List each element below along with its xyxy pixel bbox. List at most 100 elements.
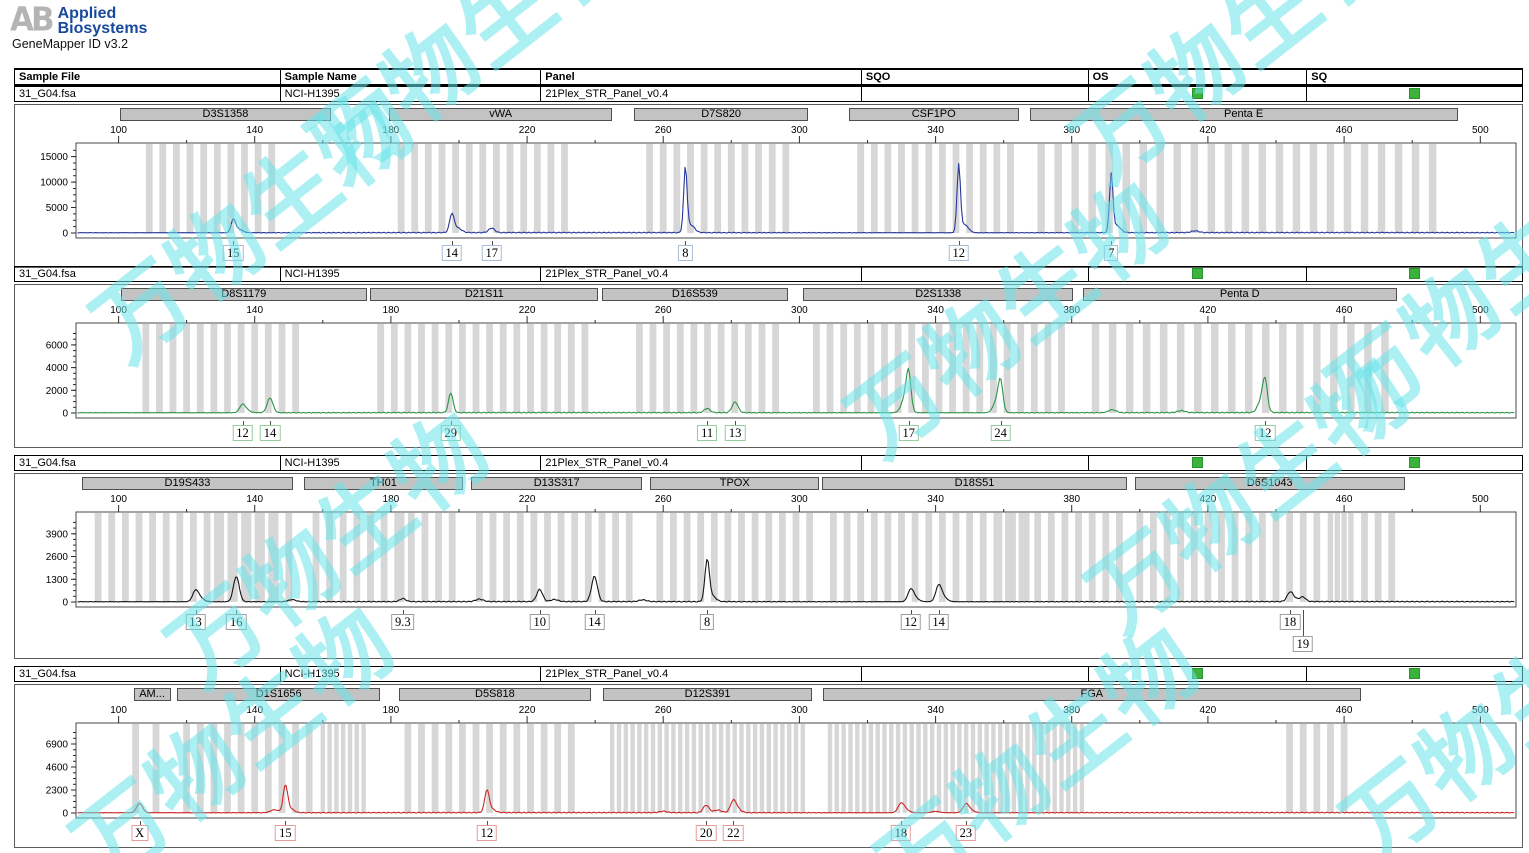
svg-text:100: 100 — [110, 125, 127, 136]
allele-label-20[interactable]: 20 — [695, 825, 717, 841]
allele-label-14[interactable]: 14 — [928, 614, 949, 630]
allele-label-8[interactable]: 8 — [678, 245, 693, 261]
column-header-row: Sample File Sample Name Panel SQO OS SQ — [14, 68, 1523, 86]
svg-text:140: 140 — [246, 494, 263, 505]
sample-info-row[interactable]: 31_G04.fsa NCI-H1395 21Plex_STR_Panel_v0… — [14, 266, 1523, 282]
brand-line-1: Applied — [57, 5, 117, 22]
brand-text: Applied Biosystems — [57, 5, 148, 37]
svg-text:220: 220 — [519, 494, 536, 505]
allele-label-13[interactable]: 13 — [724, 425, 746, 441]
allele-label-14[interactable]: 14 — [584, 614, 605, 630]
svg-text:1300: 1300 — [46, 575, 69, 586]
allele-label-11[interactable]: 11 — [697, 425, 718, 441]
allele-label-17[interactable]: 17 — [481, 245, 502, 261]
sqo-cell — [862, 87, 1089, 101]
marker-row: D19S433 TH01 D13S317 TPOX D18S51 D6S1043 — [15, 476, 1522, 492]
svg-text:140: 140 — [246, 705, 263, 716]
svg-text:180: 180 — [383, 494, 400, 505]
sample-info-row[interactable]: 31_G04.fsa NCI-H1395 21Plex_STR_Panel_v0… — [14, 666, 1523, 682]
col-header-sq[interactable]: SQ — [1311, 71, 1328, 83]
allele-label-12[interactable]: 12 — [476, 825, 498, 841]
panel-name-value[interactable]: 21Plex_STR_Panel_v0.4 — [541, 267, 862, 281]
col-header-os[interactable]: OS — [1089, 70, 1308, 84]
allele-label-7[interactable]: 7 — [1104, 245, 1119, 261]
col-header-sqo[interactable]: SQO — [862, 70, 1089, 84]
marker-box-pentae: Penta E — [1029, 108, 1458, 121]
allele-label-14[interactable]: 14 — [441, 245, 463, 261]
os-cell — [1089, 87, 1308, 101]
sq-cell — [1307, 87, 1522, 101]
allele-label-x[interactable]: X — [131, 825, 149, 841]
electropherogram-plot[interactable]: 100 140 180 220 260 300 340 380 420 460 500 0 1300 26… — [15, 492, 1520, 610]
allele-label-12[interactable]: 12 — [948, 245, 969, 261]
allele-label-8[interactable]: 8 — [699, 614, 715, 630]
electropherogram-plot[interactable]: 100 140 180 220 260 300 340 380 420 460 5000500010… — [15, 123, 1520, 241]
marker-row: D8S1179 D21S11 D16S539 D2S1338 Penta D — [15, 287, 1522, 303]
allele-label-12[interactable]: 12 — [232, 425, 253, 441]
allele-label-22[interactable]: 22 — [723, 825, 744, 841]
allele-label-19[interactable]: 19 — [1292, 636, 1314, 652]
marker-row: AM... D1S1656 D5S818 D12S391 FGA — [15, 687, 1522, 703]
allele-label-9-3[interactable]: 9.3 — [390, 614, 415, 630]
electropherogram-plot[interactable]: 100 140 180 220 260 300 340 380 420 460 500 0 2300 46… — [15, 703, 1520, 821]
sample-name-value[interactable]: NCI-H1395 — [281, 667, 542, 681]
svg-text:4000: 4000 — [46, 363, 69, 374]
sq-cell — [1307, 667, 1522, 681]
ab-logo-mark: AB — [10, 1, 55, 39]
allele-connector — [236, 610, 238, 614]
svg-text:10000: 10000 — [40, 178, 68, 189]
sq-cell — [1307, 456, 1522, 470]
sq-status-square — [1409, 268, 1421, 279]
panel-name-value[interactable]: 21Plex_STR_Panel_v0.4 — [541, 456, 862, 470]
allele-connector — [486, 821, 488, 825]
svg-text:220: 220 — [519, 705, 536, 716]
svg-text:340: 340 — [927, 494, 944, 505]
allele-label-23[interactable]: 23 — [955, 825, 977, 841]
sample-file-value[interactable]: 31_G04.fsa — [15, 267, 281, 281]
allele-label-12[interactable]: 12 — [1254, 425, 1276, 441]
panel-name-value[interactable]: 21Plex_STR_Panel_v0.4 — [541, 667, 862, 681]
sample-info-row[interactable]: 31_G04.fsa NCI-H1395 21Plex_STR_Panel_v0… — [14, 455, 1523, 471]
allele-label-17[interactable]: 17 — [898, 425, 919, 441]
svg-text:220: 220 — [519, 125, 536, 136]
allele-label-29[interactable]: 29 — [440, 425, 462, 441]
allele-label-24[interactable]: 24 — [990, 425, 1011, 441]
allele-label-15[interactable]: 15 — [275, 825, 296, 841]
panel-name-value[interactable]: 21Plex_STR_Panel_v0.4 — [541, 87, 862, 101]
electropherogram-plot[interactable]: 100 140 180 220 260 300 340 380 420 460 500 0 2000 40… — [15, 303, 1520, 421]
sample-name-value[interactable]: NCI-H1395 — [281, 267, 542, 281]
col-header-panel[interactable]: Panel — [541, 70, 862, 84]
marker-box-d8s1179: D8S1179 — [120, 288, 367, 301]
allele-label-18[interactable]: 18 — [1279, 614, 1301, 630]
sample-file-value[interactable]: 31_G04.fsa — [15, 87, 281, 101]
allele-label-16[interactable]: 16 — [226, 614, 247, 630]
allele-label-12[interactable]: 12 — [900, 614, 921, 630]
allele-connector — [242, 421, 244, 425]
allele-label-13[interactable]: 13 — [185, 614, 206, 630]
col-header-sample-file[interactable]: Sample File — [15, 70, 281, 84]
allele-connector — [965, 821, 967, 825]
svg-text:340: 340 — [927, 125, 944, 136]
svg-text:380: 380 — [1063, 305, 1080, 316]
svg-text:2600: 2600 — [46, 552, 69, 563]
svg-text:260: 260 — [655, 494, 672, 505]
sample-name-value[interactable]: NCI-H1395 — [281, 456, 542, 470]
allele-label-14[interactable]: 14 — [259, 425, 281, 441]
svg-text:5000: 5000 — [46, 203, 69, 214]
marker-box-d3s1358: D3S1358 — [119, 108, 332, 121]
allele-label-18[interactable]: 18 — [890, 825, 912, 841]
allele-connector — [539, 610, 541, 614]
sample-file-value[interactable]: 31_G04.fsa — [15, 667, 281, 681]
sample-file-value[interactable]: 31_G04.fsa — [15, 456, 281, 470]
allele-label-10[interactable]: 10 — [529, 614, 550, 630]
allele-connector — [685, 241, 687, 245]
sq-status-square — [1409, 668, 1421, 679]
svg-text:460: 460 — [1336, 125, 1353, 136]
sample-name-value[interactable]: NCI-H1395 — [281, 87, 542, 101]
allele-label-15[interactable]: 15 — [223, 245, 244, 261]
sample-info-row[interactable]: 31_G04.fsa NCI-H1395 21Plex_STR_Panel_v0… — [14, 86, 1523, 102]
sq-status-square — [1409, 457, 1421, 468]
sqo-cell — [862, 667, 1089, 681]
col-header-sample-name[interactable]: Sample Name — [281, 70, 542, 84]
allele-connector — [910, 610, 912, 614]
